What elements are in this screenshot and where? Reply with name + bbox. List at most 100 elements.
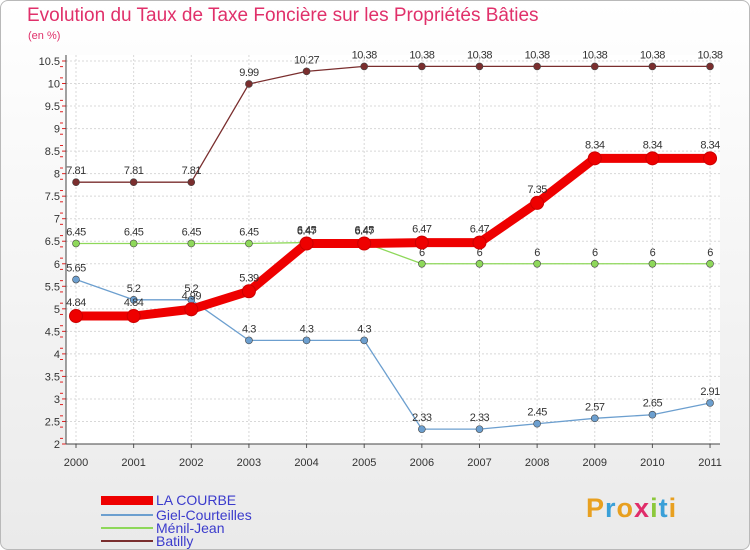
data-label: 8.34 [700,139,720,151]
data-point [414,235,429,250]
data-label: 10.38 [698,49,723,61]
proxiti-logo: Proxiti [586,493,678,523]
data-point [648,259,657,268]
y-tick-label: 2 [54,439,60,451]
data-label: 6.45 [66,226,86,238]
data-point [241,284,256,299]
y-tick-label: 7 [54,214,60,226]
data-point [245,336,253,345]
series-line [75,278,711,430]
legend-swatch [101,514,153,516]
data-label: 6 [534,247,540,259]
y-tick-label: 3.5 [45,371,60,383]
data-point [533,419,541,428]
legend-swatch [101,495,153,505]
x-tick-label: 2009 [583,457,607,469]
data-point [302,67,311,76]
data-point [590,259,599,268]
data-point [645,151,660,166]
data-label: 10.38 [352,49,377,61]
data-point [187,239,196,248]
data-point [129,239,138,248]
y-tick-label: 4 [54,349,60,361]
data-label: 10.38 [409,49,434,61]
series-line [76,241,711,265]
data-point [706,399,714,407]
data-point [72,275,80,284]
y-tick-label: 6 [54,259,60,271]
data-label: 5.39 [239,272,259,284]
data-label: 6.45 [354,224,374,236]
data-label: 7.81 [182,165,202,177]
chart-title: Evolution du Taux de Taxe Foncière sur l… [27,5,539,26]
data-point [184,302,199,317]
data-point [245,80,253,88]
data-label: 10.38 [467,49,492,61]
data-label: 2.33 [412,412,432,424]
data-point [533,62,541,71]
data-label: 2.45 [527,407,547,419]
x-tick-label: 2003 [237,457,261,469]
y-tick-label: 5 [54,304,60,316]
legend-label: Batilly [156,533,194,549]
data-label: 6 [477,247,483,259]
y-axis-unit: (en %) [28,30,61,42]
data-point [360,336,369,345]
data-label: 7.81 [124,165,144,177]
data-point [357,236,372,251]
y-tick-label: 7.5 [45,191,60,203]
series-m-nil-jean: 6.45 6.45 6.45 6.45 6.47 6.476 6 6 6 6 6 [66,226,714,268]
y-tick-label: 8.5 [45,146,60,158]
legend-swatch [101,540,153,542]
data-point [530,195,545,210]
data-label: 6 [592,247,598,259]
data-point [302,336,311,345]
data-point [72,239,80,248]
data-point [418,425,426,433]
data-label: 10.38 [525,49,550,61]
data-point [648,410,657,419]
data-point [475,259,484,268]
data-point [129,178,138,187]
x-tick-label: 2008 [525,457,549,469]
y-tick-label: 10 [48,79,60,91]
data-label: 6.47 [354,226,374,238]
data-label: 5.65 [66,263,86,275]
data-point [72,178,80,187]
data-point [533,259,541,268]
data-label: 4.3 [357,323,371,335]
data-label: 2.57 [585,401,605,413]
data-label: 8.34 [643,139,663,151]
x-tick-label: 2006 [410,457,434,469]
data-point [418,62,426,71]
x-tick-label: 2011 [698,457,722,469]
legend-label: Ménil-Jean [156,520,225,536]
data-label: 7.81 [66,165,86,177]
x-tick-label: 2002 [179,457,203,469]
data-label: 6.45 [297,224,317,236]
y-tick-label: 4.5 [45,326,60,338]
data-point [706,62,714,71]
y-tick-label: 3 [54,394,60,406]
data-point [590,414,599,423]
x-tick-label: 2005 [352,457,376,469]
data-label: 6.47 [412,224,432,236]
data-point [187,178,196,187]
series-line [76,153,711,321]
data-label: 6.45 [124,226,144,238]
data-point [126,309,141,324]
y-tick-label: 10.5 [39,56,60,68]
data-point [648,62,657,71]
x-tick-label: 2007 [467,457,491,469]
data-label: 2.91 [700,386,720,398]
data-label: 5.2 [184,283,198,295]
data-point [129,296,138,304]
data-label: 4.84 [66,297,86,309]
data-point [299,236,314,251]
series-line [76,65,711,183]
data-label: 10.38 [582,49,607,61]
data-label: 2.65 [643,398,663,410]
y-tick-label: 6.5 [45,236,60,248]
